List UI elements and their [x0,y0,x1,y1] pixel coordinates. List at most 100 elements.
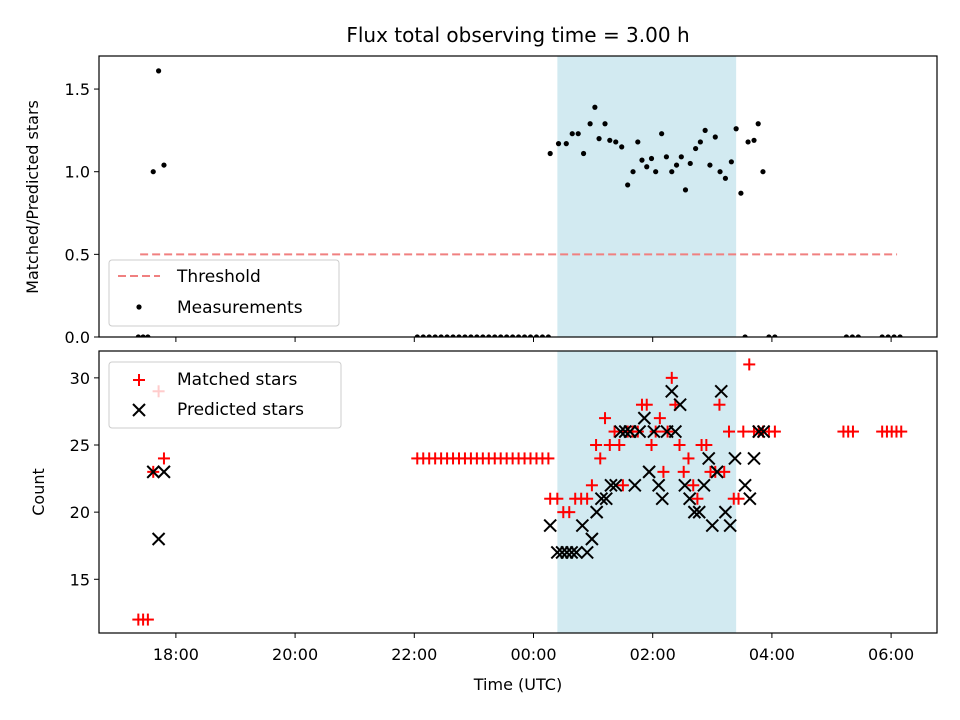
bottom-frame [98,350,938,634]
measurement-point [145,334,151,337]
measurement-point [619,144,625,150]
measurement-point [625,182,631,188]
predicted-point [747,451,761,466]
measurement-point [450,334,456,337]
legend-predicted-label: Predicted stars [177,400,304,420]
measurement-point [885,334,891,337]
measurement-point [602,121,608,127]
top-y-axis: 0.0 0.5 1.0 1.5 [65,80,99,347]
measurement-point [480,334,486,337]
bottom-y-tick-label: 30 [70,369,90,388]
matched-point [713,398,726,411]
matched-point [613,439,626,451]
measurement-point [474,334,480,337]
predicted-point [609,478,623,492]
measurement-point [653,169,659,175]
predicted-point [692,505,706,519]
predicted-point [157,465,171,479]
predicted-point [723,518,737,533]
measurement-point [742,334,748,337]
measurement-point [161,162,167,168]
predicted-point [604,478,618,492]
measurement-point [751,137,757,143]
measurement-point [772,334,778,337]
predicted-point [705,518,720,533]
measurement-point [728,159,734,165]
matched-point [768,425,781,438]
predicted-point [687,505,702,519]
predicted-point [613,424,628,439]
bottom-y-axis: 15 20 25 30 [70,369,99,589]
top-x-ticks [175,337,892,342]
measurement-point [504,334,510,337]
measurement-point [607,137,613,143]
x-tick-label: 20:00 [272,645,318,664]
predicted-point [599,492,613,506]
matched-point [732,492,745,505]
measurement-point [722,175,729,181]
measurement-point [510,334,516,337]
predicted-point [647,424,661,439]
measurement-point [575,131,581,137]
predicted-point [151,532,166,546]
measurement-point [515,334,522,337]
bottom-shaded-span [557,351,737,633]
measurement-point [613,139,619,145]
measurement-point [669,169,675,175]
legend-matched-swatch [133,374,145,386]
bottom-y-tick-label: 25 [70,436,90,455]
matched-point [718,465,731,478]
measurement-point [682,187,689,193]
predicted-point [665,384,679,398]
matched-point [608,425,621,438]
predicted-point [550,545,565,560]
predicted-point [543,518,557,533]
predicted-point [756,424,771,439]
x-tick-label: 02:00 [630,645,676,664]
measurement-point [717,169,723,175]
top-shaded-span [557,56,737,337]
measurement-point [468,334,474,337]
measurement-point [414,334,420,337]
x-axis-label: Time (UTC) [473,675,562,694]
matched-point [631,425,644,438]
matched-point [737,425,750,438]
predicted-point [655,492,669,506]
bottom-y-tick-label: 15 [70,570,90,589]
measurement-point [521,334,528,337]
matched-point [542,452,555,465]
matched-point [682,452,695,465]
legend-predicted-swatch [132,403,146,417]
predicted-point [628,478,642,492]
measurement-point [693,145,699,152]
measurement-point [891,334,897,337]
measurement-point [456,334,462,337]
matched-point [657,465,670,478]
measurement-point [707,162,713,168]
measurement-point [547,150,553,157]
predicted-point [623,424,637,439]
measurement-point [760,169,766,175]
x-tick-label: 18:00 [153,645,199,664]
measurement-point [849,334,855,337]
predicted-point [738,478,752,492]
measurement-point [563,141,569,147]
matched-point [551,492,564,505]
measurement-point [596,136,602,142]
predicted-point [642,465,656,479]
measurement-point [879,334,885,337]
measurement-point [533,334,540,337]
measurement-point [432,334,438,337]
measurement-point [843,334,850,337]
matched-point [846,425,859,438]
matched-point [691,492,704,505]
bottom-y-label: Count [29,468,48,516]
measurement-point [702,127,708,133]
measurement-point [697,139,703,145]
matched-point [722,425,735,438]
top-y-tick-label: 1.5 [65,80,90,99]
bottom-panel: 15 20 25 30 18:00 20:00 22:00 00:00 02:00 04:00 0… [29,350,938,694]
matched-point [687,479,700,492]
matched-point [743,358,756,371]
matched-point [616,479,629,492]
